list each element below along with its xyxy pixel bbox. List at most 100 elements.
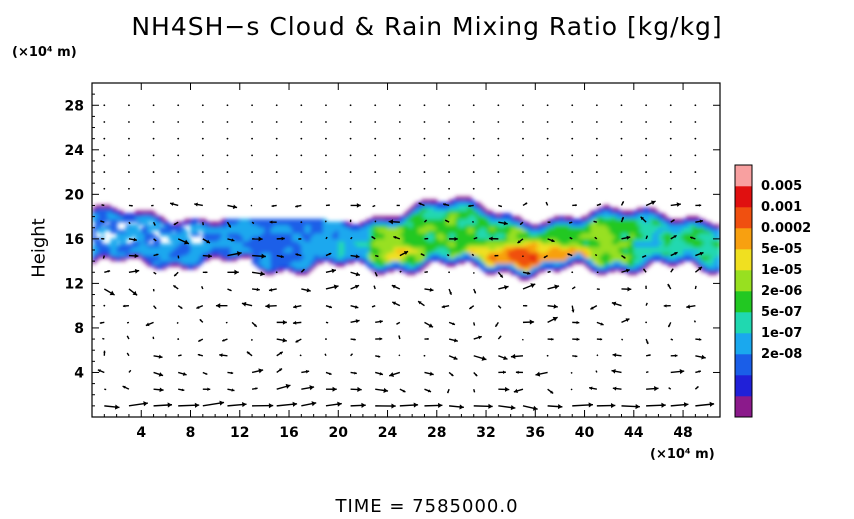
field-cell (501, 249, 506, 253)
field-cell (175, 243, 179, 248)
wind-vector-head (280, 254, 284, 259)
field-cell (202, 246, 207, 251)
field-cell (406, 238, 410, 242)
field-cell (113, 243, 118, 248)
field-cell (679, 257, 684, 262)
wind-vector-dot (128, 154, 130, 157)
field-cell (464, 224, 469, 228)
field-cell (375, 232, 379, 237)
field-cell (369, 241, 373, 245)
field-cell (273, 266, 278, 270)
wind-vector-head (595, 370, 597, 372)
field-cell (667, 257, 672, 262)
field-cell (95, 207, 99, 212)
field-cell (486, 249, 490, 253)
field-cell (553, 266, 558, 270)
field-cell (430, 246, 435, 251)
wind-vector-head (151, 205, 153, 207)
field-cell (264, 263, 269, 267)
field-cell (686, 255, 690, 259)
field-cell (273, 221, 278, 225)
field-cell (519, 229, 524, 234)
field-cell (636, 263, 641, 267)
field-cell (707, 241, 712, 245)
field-cell (285, 221, 290, 225)
field-cell (427, 227, 432, 231)
field-cell (335, 246, 339, 251)
wind-vector-head (285, 383, 291, 389)
field-cell (522, 235, 527, 239)
field-cell (104, 224, 108, 228)
field-cell (584, 257, 589, 262)
field-cell (467, 246, 472, 251)
field-cell (618, 266, 623, 270)
field-cell (221, 246, 225, 251)
field-cell (205, 232, 210, 237)
field-cell (461, 216, 466, 220)
field-cell (566, 243, 570, 248)
field-cell (406, 241, 410, 245)
field-cell (199, 224, 204, 228)
field-cell (522, 238, 527, 242)
field-cell (202, 241, 207, 245)
field-cell (596, 271, 601, 276)
wind-vector-head (494, 254, 497, 257)
field-cell (128, 243, 133, 248)
field-cell (529, 246, 533, 251)
y-tick-label: 16 (65, 232, 84, 248)
field-cell (587, 241, 592, 245)
field-cell (603, 218, 607, 223)
field-cell (418, 257, 422, 262)
field-cell (492, 218, 496, 223)
field-cell (144, 257, 149, 262)
field-cell (529, 227, 533, 231)
field-cell (390, 252, 395, 256)
wind-vector-head (194, 202, 198, 207)
field-cell (643, 213, 647, 217)
wind-vector-head (626, 235, 631, 240)
field-cell (501, 252, 506, 256)
field-cell (446, 252, 450, 256)
field-cell (526, 268, 530, 273)
wind-vector-head (361, 402, 366, 408)
field-cell (495, 243, 499, 248)
field-cell (689, 221, 693, 225)
field-cell (101, 213, 105, 217)
field-cell (464, 199, 469, 203)
field-cell (581, 221, 586, 225)
field-cell (255, 246, 259, 251)
field-cell (501, 260, 506, 264)
field-cell (630, 263, 635, 267)
field-cell (242, 249, 247, 253)
field-cell (513, 266, 518, 270)
field-cell (606, 210, 610, 214)
wind-vector-head (331, 268, 336, 274)
field-cell (402, 213, 407, 217)
wind-vector-head (549, 271, 551, 273)
field-cell (285, 255, 290, 259)
field-cell (132, 243, 136, 248)
field-cell (399, 266, 404, 270)
field-cell (587, 243, 592, 248)
wind-vector-head (153, 290, 155, 292)
field-cell (292, 252, 296, 256)
field-cell (683, 238, 687, 242)
field-cell (449, 235, 453, 239)
field-cell (479, 255, 484, 259)
field-cell (307, 257, 312, 262)
field-cell (156, 257, 161, 262)
field-cell (704, 238, 709, 242)
field-cell (633, 255, 638, 259)
field-cell (375, 238, 379, 242)
field-cell (519, 227, 524, 231)
field-cell (402, 243, 407, 248)
field-cell (172, 238, 176, 242)
field-cell (504, 241, 509, 245)
field-cell (538, 241, 543, 245)
field-cell (276, 221, 281, 225)
field-cell (138, 216, 142, 220)
field-cell (344, 246, 349, 251)
wind-vector-dot (448, 171, 450, 173)
field-cell (162, 260, 167, 264)
field-cell (646, 243, 650, 248)
